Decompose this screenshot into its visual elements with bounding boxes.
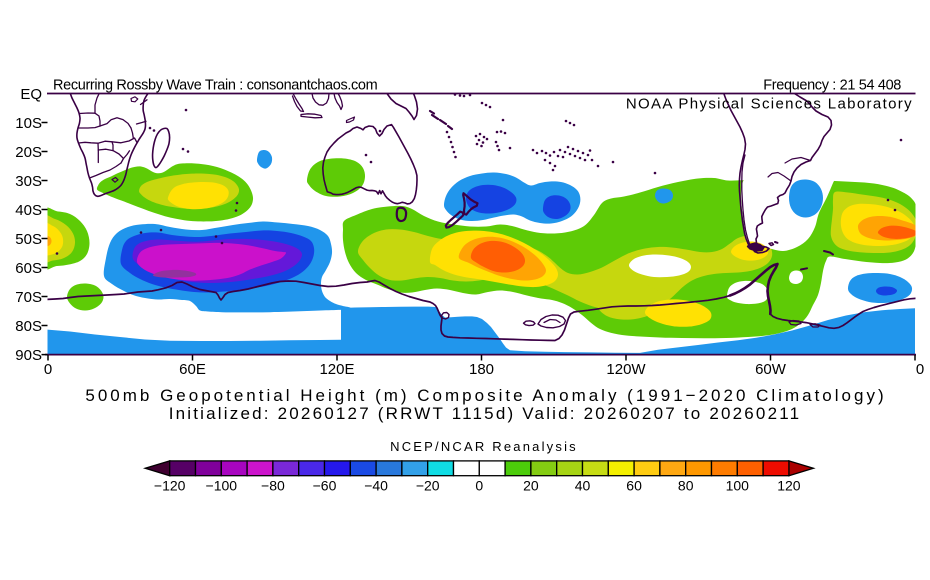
svg-text:70S: 70S [15,289,42,306]
svg-text:NOAA Physical Sciences Laborat: NOAA Physical Sciences Laboratory [626,96,913,113]
svg-text:Initialized: 20260127 (RRWT 11: Initialized: 20260127 (RRWT 1115d) Valid… [169,404,802,423]
svg-text:NCEP/NCAR Reanalysis: NCEP/NCAR Reanalysis [390,439,578,454]
svg-text:500mb Geopotential Height (m): 500mb Geopotential Height (m) Composite … [85,386,886,405]
svg-text:10S: 10S [15,115,42,132]
svg-text:0: 0 [916,361,924,378]
svg-text:20: 20 [523,478,539,494]
svg-text:40: 40 [575,478,591,494]
svg-text:20S: 20S [15,144,42,161]
svg-text:120: 120 [777,478,801,494]
svg-text:120W: 120W [606,361,646,378]
svg-text:−20: −20 [416,478,440,494]
svg-text:−60: −60 [313,478,337,494]
svg-text:120E: 120E [319,361,354,378]
svg-text:60S: 60S [15,260,42,277]
svg-text:60: 60 [626,478,642,494]
svg-text:60E: 60E [179,361,206,378]
svg-text:−100: −100 [206,478,238,494]
svg-text:EQ: EQ [20,86,42,103]
svg-text:100: 100 [726,478,750,494]
svg-text:0: 0 [44,361,52,378]
svg-text:30S: 30S [15,173,42,190]
svg-text:80S: 80S [15,318,42,335]
svg-text:40S: 40S [15,202,42,219]
svg-text:0: 0 [475,478,483,494]
svg-text:50S: 50S [15,231,42,248]
svg-text:180: 180 [469,361,494,378]
svg-text:−80: −80 [261,478,285,494]
svg-text:60W: 60W [755,361,787,378]
svg-text:80: 80 [678,478,694,494]
svg-text:Frequency : 21 54 408: Frequency : 21 54 408 [763,78,901,94]
svg-text:−120: −120 [154,478,186,494]
svg-text:90S: 90S [15,347,42,364]
svg-text:−40: −40 [364,478,388,494]
svg-text:Recurring Rossby Wave Train :: Recurring Rossby Wave Train : consonantc… [53,78,378,94]
